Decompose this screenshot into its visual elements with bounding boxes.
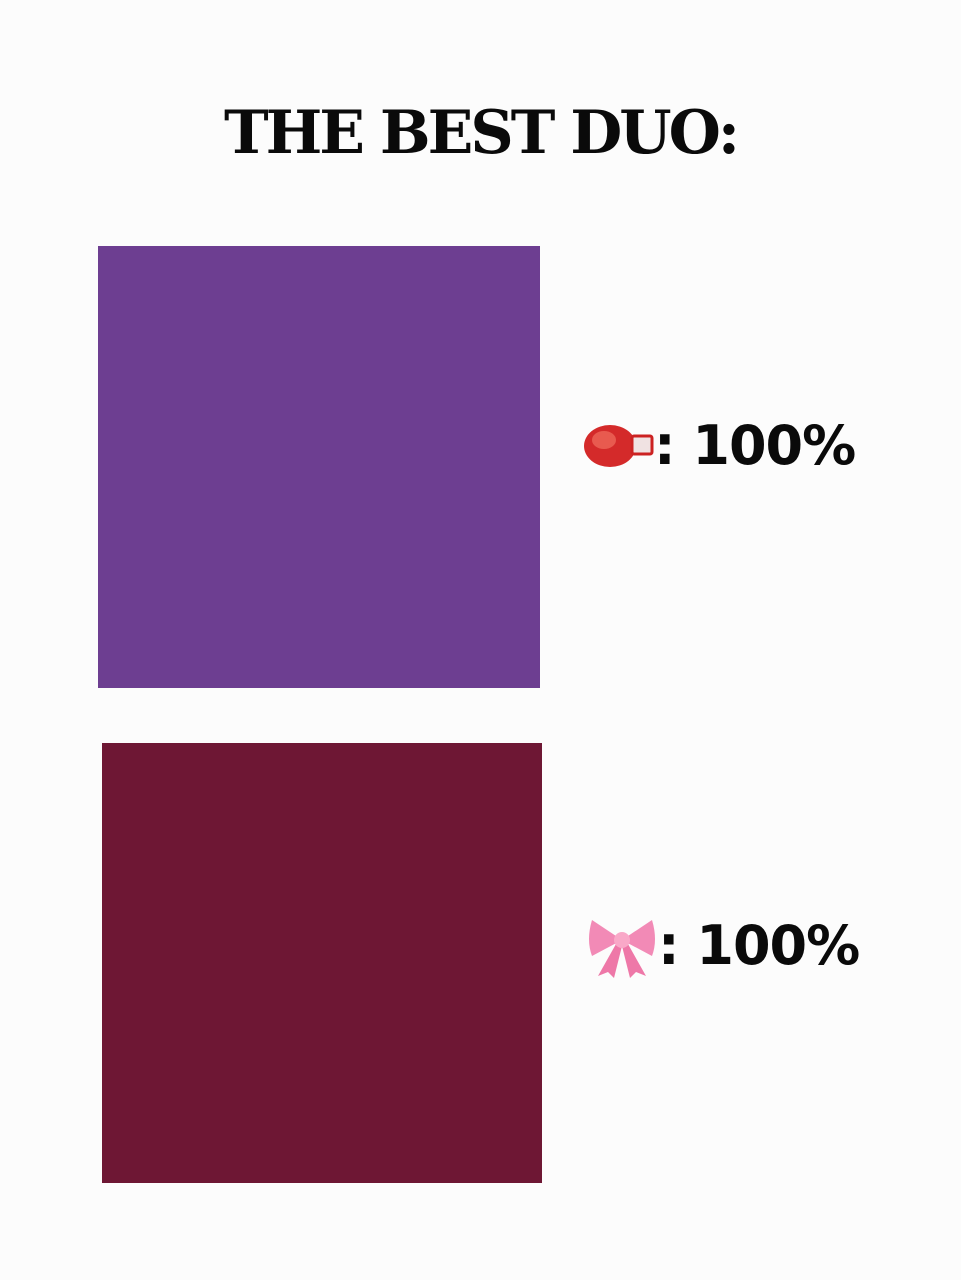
percentage-label-2: : 100%: [586, 910, 860, 980]
color-swatch-burgundy: [102, 743, 542, 1183]
page-title: THE BEST DUO:: [223, 98, 740, 168]
boxing-glove-icon: [582, 410, 654, 480]
percentage-text: : 100%: [658, 913, 860, 977]
percentage-label-1: : 100%: [582, 410, 856, 480]
percentage-text: : 100%: [654, 413, 856, 477]
color-swatch-purple: [98, 246, 540, 688]
pink-bow-icon: [586, 910, 658, 980]
